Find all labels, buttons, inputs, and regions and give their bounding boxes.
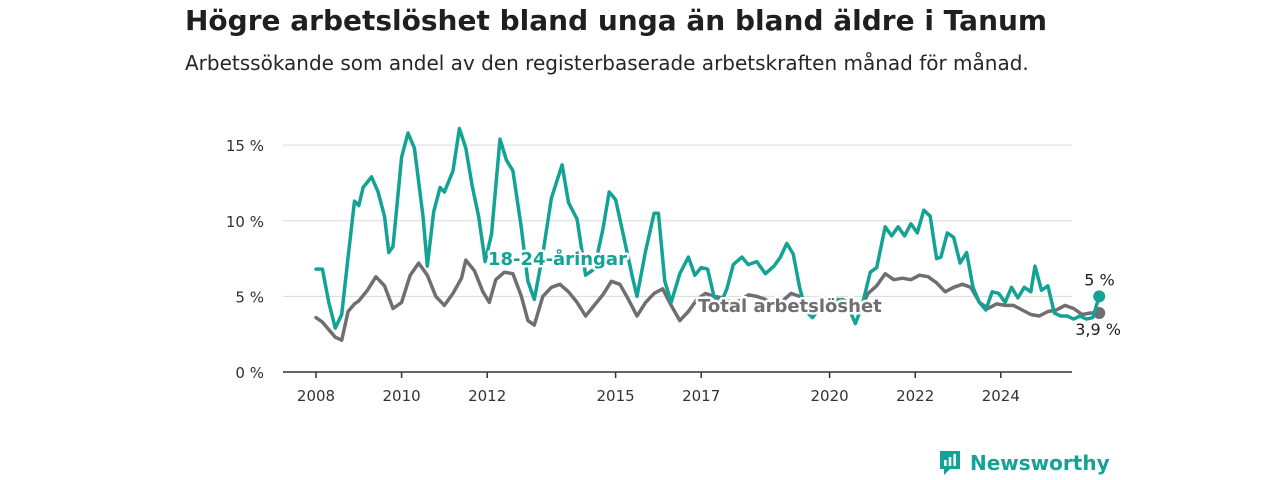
x-tick-label: 2008 — [297, 387, 335, 405]
chart-subtitle: Arbetssökande som andel av den registerb… — [185, 51, 1029, 75]
end-label-total: 3,9 % — [1075, 320, 1121, 339]
x-tick-label: 2012 — [468, 387, 506, 405]
series-line-youth — [314, 126, 1101, 330]
chart-title: Högre arbetslöshet bland unga än bland ä… — [185, 4, 1048, 37]
series-label-youth: 18-24-åringar — [488, 248, 627, 270]
x-tick-label: 2015 — [597, 387, 635, 405]
series-label-total: Total arbetslöshet — [698, 296, 882, 317]
y-axis: 0 % 5 % 10 % 15 % — [226, 137, 264, 382]
series-labels: 18-24-åringar Total arbetslöshet 5 % 3,9 % — [486, 246, 1121, 340]
x-tick-label: 2022 — [896, 387, 934, 405]
newsworthy-logo-icon — [940, 451, 960, 475]
y-tick-label: 10 % — [226, 213, 264, 231]
brand-logo: Newsworthy — [938, 448, 1110, 478]
brand-name: Newsworthy — [970, 451, 1110, 475]
x-axis: 2008 2010 2012 2015 2017 2020 2022 2024 — [283, 371, 1072, 405]
x-tick-label: 2017 — [682, 387, 720, 405]
y-tick-label: 15 % — [226, 137, 264, 155]
x-tick-label: 2010 — [383, 387, 421, 405]
x-tick-label: 2024 — [982, 387, 1020, 405]
series-lines — [314, 126, 1106, 342]
x-tick-label: 2020 — [811, 387, 849, 405]
end-label-youth: 5 % — [1084, 270, 1114, 289]
y-tick-label: 0 % — [235, 364, 264, 382]
end-point-youth — [1093, 290, 1106, 303]
y-tick-label: 5 % — [235, 288, 264, 306]
series-line-total — [314, 258, 1101, 342]
line-chart: 0 %5 %10 %15 % 2008 2010 2012 2015 2017 2020 2… — [226, 126, 1121, 405]
